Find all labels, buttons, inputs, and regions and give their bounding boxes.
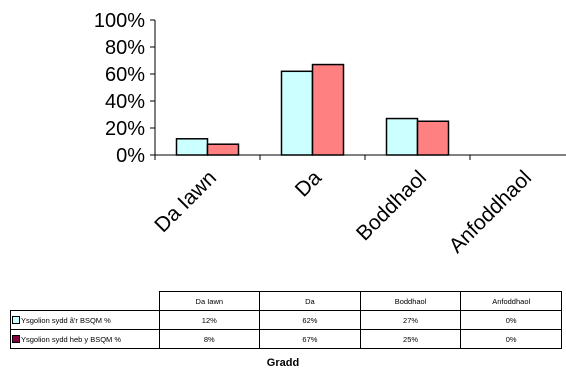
category-label: Da Iawn xyxy=(150,166,221,237)
table-cell: 62% xyxy=(259,310,361,330)
table-header-cell: Da xyxy=(259,291,361,311)
series-label: Ysgolion sydd â'r BSQM % xyxy=(10,310,160,330)
bar xyxy=(311,63,345,156)
y-tick-label: 100% xyxy=(94,10,145,32)
y-tick-label: 0% xyxy=(116,145,145,167)
legend-key xyxy=(12,315,20,324)
bar xyxy=(416,120,450,156)
y-tick-label: 60% xyxy=(105,64,145,86)
y-tick-label: 80% xyxy=(105,37,145,59)
table-cell: 8% xyxy=(158,329,261,349)
legend-key xyxy=(12,334,20,343)
table-header-cell: Anfoddhaol xyxy=(460,291,562,311)
table-cell: 0% xyxy=(460,329,562,349)
table-row: Ysgolion sydd â'r BSQM % 12% 62% 27% 0% xyxy=(10,310,562,330)
bar xyxy=(206,143,240,156)
table-header-cell: Da Iawn xyxy=(158,291,261,311)
bar xyxy=(175,138,209,156)
y-tick-label: 20% xyxy=(105,118,145,140)
bar xyxy=(385,117,419,156)
category-label: Boddhaol xyxy=(352,166,431,245)
table-cell: 12% xyxy=(158,310,261,330)
table-header-cell: Boddhaol xyxy=(359,291,462,311)
table-row: Ysgolion sydd heb y BSQM % 8% 67% 25% 0% xyxy=(10,329,562,349)
data-table: Da Iawn Da Boddhaol Anfoddhaol Ysgolion … xyxy=(10,291,562,349)
series-name: Ysgolion sydd heb y BSQM % xyxy=(21,334,122,344)
category-label: Da xyxy=(291,166,326,201)
table-cell: 0% xyxy=(460,310,562,330)
x-axis-title: Gradd xyxy=(266,357,300,369)
table-cell: 25% xyxy=(359,329,462,349)
table-cell: 67% xyxy=(259,329,361,349)
y-tick-label: 40% xyxy=(105,91,145,113)
table-header-row: Da Iawn Da Boddhaol Anfoddhaol xyxy=(11,291,562,311)
bar-chart: 0% 20% 40% 60% 80% 100% Da Iawn Da Boddhaol Anfo… xyxy=(94,10,566,258)
bar xyxy=(280,70,314,156)
series-name: Ysgolion sydd â'r BSQM % xyxy=(21,315,111,325)
table-cell: 27% xyxy=(359,310,462,330)
series-label: Ysgolion sydd heb y BSQM % xyxy=(10,329,160,349)
category-label: Anfoddhaol xyxy=(445,166,536,257)
